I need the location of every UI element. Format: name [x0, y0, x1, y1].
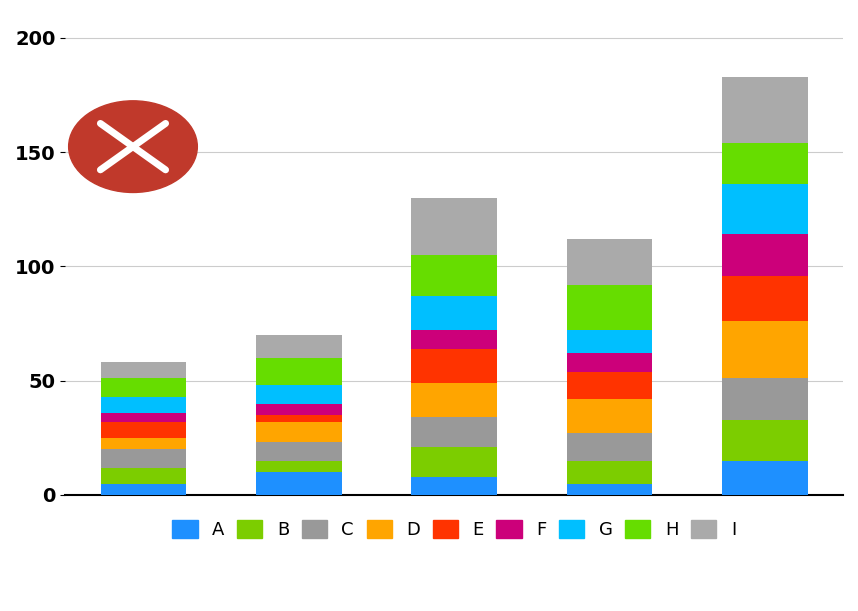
Bar: [567, 239, 652, 285]
Bar: [567, 483, 652, 495]
Bar: [100, 412, 186, 422]
Bar: [100, 449, 186, 467]
Bar: [722, 143, 807, 184]
Bar: [412, 331, 497, 349]
Bar: [412, 296, 497, 331]
Bar: [256, 422, 341, 442]
Bar: [722, 77, 807, 143]
Bar: [256, 415, 341, 422]
Bar: [722, 184, 807, 235]
Bar: [412, 417, 497, 447]
Bar: [412, 198, 497, 255]
Bar: [100, 397, 186, 412]
Bar: [567, 371, 652, 399]
Bar: [256, 472, 341, 495]
Bar: [722, 321, 807, 378]
Bar: [256, 403, 341, 415]
Bar: [100, 483, 186, 495]
Bar: [567, 353, 652, 371]
Bar: [567, 331, 652, 353]
Bar: [722, 276, 807, 321]
Bar: [412, 255, 497, 296]
Bar: [100, 467, 186, 483]
Bar: [256, 442, 341, 461]
Bar: [256, 335, 341, 358]
Bar: [567, 461, 652, 483]
Bar: [100, 422, 186, 438]
Bar: [412, 447, 497, 477]
Bar: [256, 358, 341, 386]
Bar: [722, 378, 807, 420]
Bar: [722, 420, 807, 461]
Bar: [567, 433, 652, 461]
Bar: [100, 378, 186, 397]
Bar: [722, 235, 807, 276]
Legend: A, B, C, D, E, F, G, H, I: A, B, C, D, E, F, G, H, I: [163, 511, 745, 548]
Bar: [412, 349, 497, 383]
Bar: [722, 461, 807, 495]
Bar: [412, 477, 497, 495]
Bar: [412, 383, 497, 417]
Bar: [256, 461, 341, 472]
Bar: [100, 362, 186, 378]
Bar: [567, 285, 652, 331]
Bar: [100, 438, 186, 449]
Bar: [256, 386, 341, 403]
Bar: [567, 399, 652, 433]
